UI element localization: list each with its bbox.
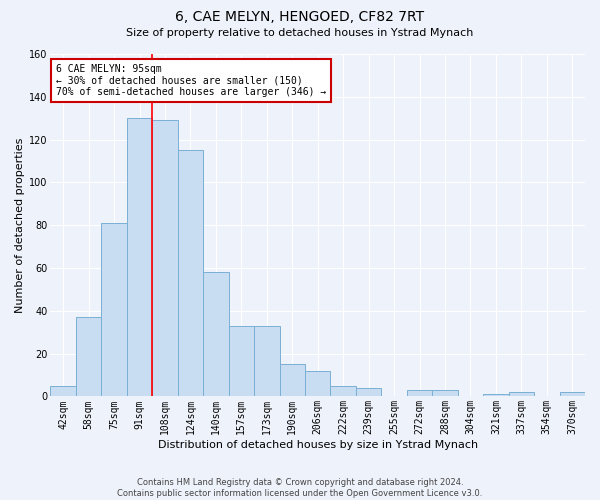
Bar [254, 326, 280, 396]
Y-axis label: Number of detached properties: Number of detached properties [15, 138, 25, 313]
Bar [356, 388, 382, 396]
Text: 6 CAE MELYN: 95sqm
← 30% of detached houses are smaller (150)
70% of semi-detach: 6 CAE MELYN: 95sqm ← 30% of detached hou… [56, 64, 326, 98]
Bar [483, 394, 509, 396]
Bar [50, 386, 76, 396]
Bar [509, 392, 534, 396]
Bar [127, 118, 152, 396]
Text: Size of property relative to detached houses in Ystrad Mynach: Size of property relative to detached ho… [127, 28, 473, 38]
Bar [305, 370, 331, 396]
Bar [76, 317, 101, 396]
Bar [407, 390, 432, 396]
Bar [560, 392, 585, 396]
Text: Contains HM Land Registry data © Crown copyright and database right 2024.
Contai: Contains HM Land Registry data © Crown c… [118, 478, 482, 498]
Bar [203, 272, 229, 396]
Bar [152, 120, 178, 396]
Bar [101, 223, 127, 396]
Bar [432, 390, 458, 396]
X-axis label: Distribution of detached houses by size in Ystrad Mynach: Distribution of detached houses by size … [158, 440, 478, 450]
Bar [331, 386, 356, 396]
Bar [229, 326, 254, 396]
Bar [178, 150, 203, 396]
Bar [280, 364, 305, 396]
Text: 6, CAE MELYN, HENGOED, CF82 7RT: 6, CAE MELYN, HENGOED, CF82 7RT [175, 10, 425, 24]
